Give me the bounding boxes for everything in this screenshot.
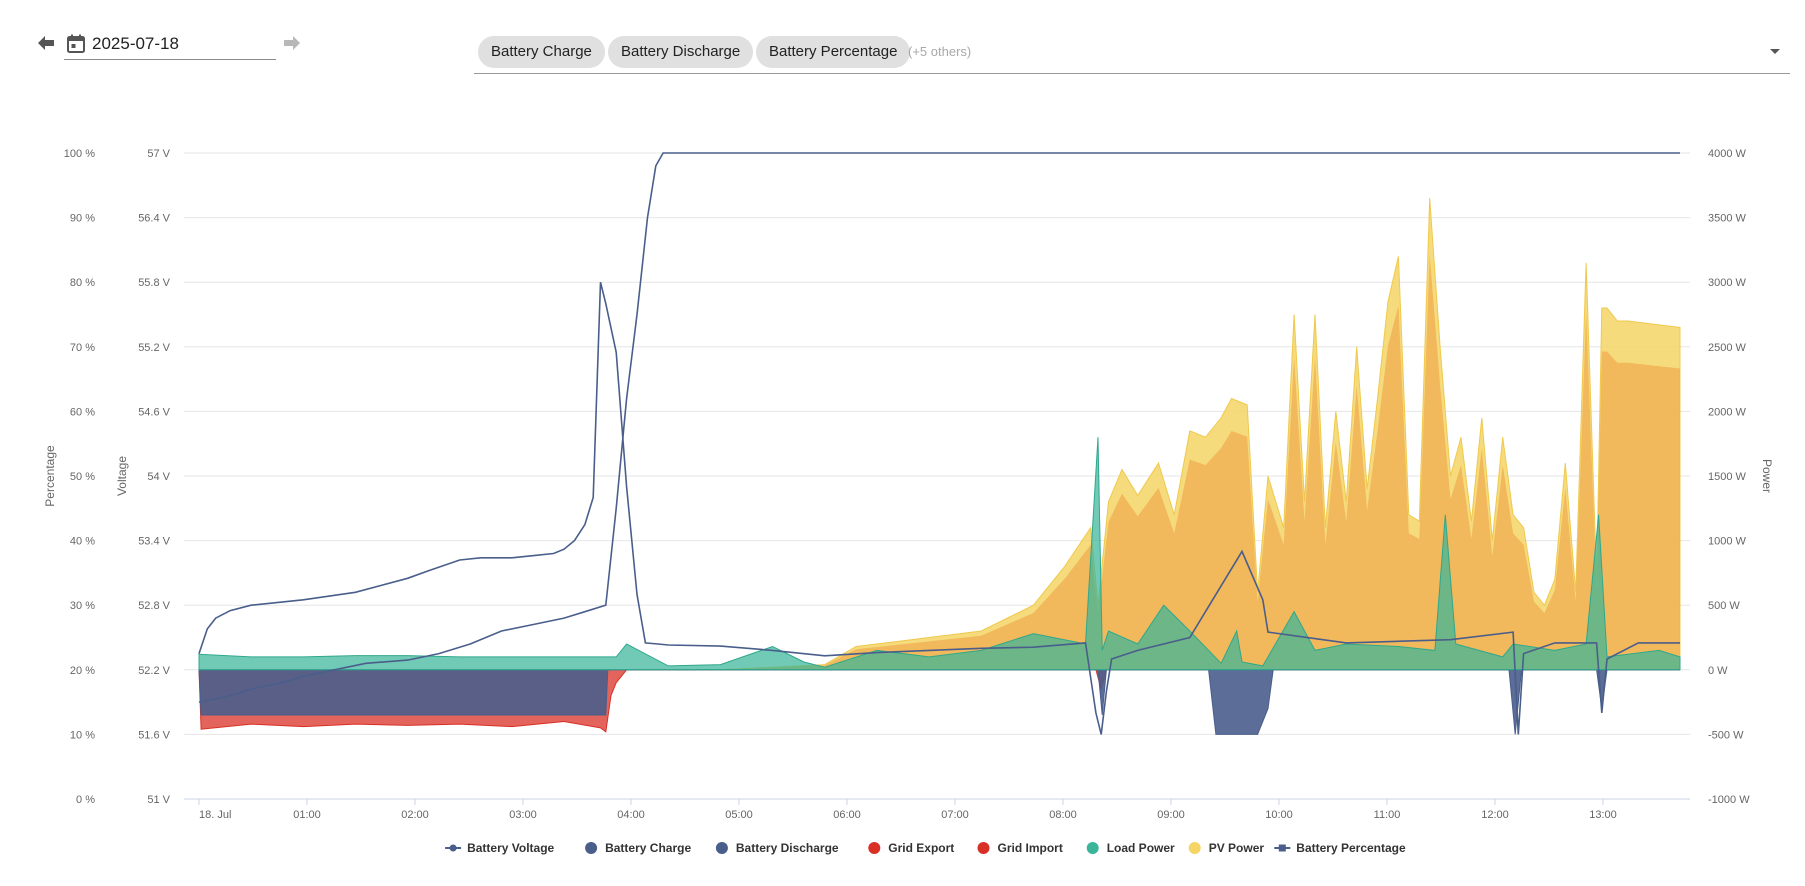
x-tick-label: 04:00 xyxy=(617,809,645,821)
voltage-tick-label: 52.2 V xyxy=(138,665,170,677)
arrow-left-icon[interactable] xyxy=(36,33,56,53)
percentage-tick-label: 40 % xyxy=(70,536,95,548)
voltage-tick-label: 54 V xyxy=(147,471,170,483)
power-tick-label: 3000 W xyxy=(1708,277,1747,289)
series-battery-voltage xyxy=(198,282,1680,735)
legend-label: Battery Discharge xyxy=(736,841,839,855)
voltage-tick-label: 51 V xyxy=(147,794,170,806)
series-load-power xyxy=(198,437,1681,671)
legend-item[interactable]: Grid Import xyxy=(977,841,1063,855)
voltage-tick-label: 51.6 V xyxy=(138,729,170,741)
voltage-tick-label: 53.4 V xyxy=(138,536,170,548)
legend-item[interactable]: Grid Export xyxy=(868,841,954,855)
x-tick-label: 03:00 xyxy=(509,809,537,821)
percentage-axis-title: Percentage xyxy=(43,445,57,507)
legend-item[interactable]: Battery Percentage xyxy=(1274,841,1406,855)
percentage-tick-label: 80 % xyxy=(70,277,95,289)
power-axis-title: Power xyxy=(1760,459,1774,493)
power-tick-label: -1000 W xyxy=(1708,794,1750,806)
percentage-tick-label: 60 % xyxy=(70,406,95,418)
power-tick-label: 2000 W xyxy=(1708,406,1747,418)
series-battery-percentage xyxy=(198,152,1680,703)
legend-circle-icon xyxy=(977,842,990,854)
legend-circle-icon xyxy=(585,842,598,854)
chip-battery-charge[interactable]: Battery Charge xyxy=(478,36,605,68)
legend-label: Grid Export xyxy=(888,841,954,855)
voltage-tick-label: 52.8 V xyxy=(138,600,170,612)
legend-circle-icon xyxy=(715,842,728,854)
power-tick-label: 3500 W xyxy=(1708,213,1747,225)
legend-circle-icon xyxy=(1086,842,1099,854)
power-tick-label: 4000 W xyxy=(1708,148,1747,160)
legend-item[interactable]: Load Power xyxy=(1086,841,1175,855)
power-tick-label: 1500 W xyxy=(1708,471,1747,483)
date-value: 2025-07-18 xyxy=(92,34,179,53)
legend-label: Grid Import xyxy=(998,841,1063,855)
power-tick-label: 500 W xyxy=(1708,600,1740,612)
legend-label: Battery Percentage xyxy=(1296,841,1406,855)
series-select[interactable]: Battery Charge Battery Discharge Battery… xyxy=(474,34,1790,74)
legend-circle-icon xyxy=(1188,842,1201,854)
voltage-tick-label: 54.6 V xyxy=(138,406,170,418)
arrow-right-icon[interactable] xyxy=(282,33,302,53)
x-tick-label: 09:00 xyxy=(1157,809,1185,821)
legend-label: PV Power xyxy=(1209,841,1265,855)
x-tick-label: 06:00 xyxy=(833,809,861,821)
x-tick-label: 13:00 xyxy=(1589,809,1617,821)
percentage-tick-label: 100 % xyxy=(64,148,95,160)
chip-battery-discharge[interactable]: Battery Discharge xyxy=(608,36,754,68)
series-pv-self-consumption xyxy=(199,254,1680,670)
percentage-tick-label: 30 % xyxy=(70,600,95,612)
x-tick-label: 02:00 xyxy=(401,809,429,821)
voltage-axis-title: Voltage xyxy=(115,456,129,496)
percentage-tick-label: 70 % xyxy=(70,342,95,354)
voltage-tick-label: 55.2 V xyxy=(138,342,170,354)
legend-square-icon xyxy=(1278,844,1286,852)
more-series-label: (+5 others) xyxy=(908,44,972,59)
voltage-tick-label: 57 V xyxy=(147,148,170,160)
legend-item[interactable]: Battery Charge xyxy=(585,841,691,855)
percentage-tick-label: 20 % xyxy=(70,665,95,677)
legend-label: Battery Charge xyxy=(605,841,691,855)
legend-circle-icon xyxy=(449,844,457,852)
chevron-down-icon[interactable] xyxy=(1766,42,1784,60)
x-tick-label: 08:00 xyxy=(1049,809,1077,821)
legend-circle-icon xyxy=(868,842,881,854)
power-tick-label: 2500 W xyxy=(1708,342,1747,354)
legend-item[interactable]: Battery Discharge xyxy=(715,841,839,855)
x-tick-label: 12:00 xyxy=(1481,809,1509,821)
percentage-tick-label: 0 % xyxy=(76,794,95,806)
power-tick-label: -500 W xyxy=(1708,729,1744,741)
percentage-tick-label: 10 % xyxy=(70,729,95,741)
chip-battery-percentage[interactable]: Battery Percentage xyxy=(756,36,911,68)
legend-item[interactable]: PV Power xyxy=(1188,841,1265,855)
x-tick-label: 07:00 xyxy=(941,809,969,821)
date-field[interactable]: 2025-07-18 xyxy=(64,28,276,60)
toolbar: 2025-07-18 Battery Charge Battery Discha… xyxy=(0,0,1805,80)
x-tick-label: 05:00 xyxy=(725,809,753,821)
x-tick-label: 10:00 xyxy=(1265,809,1293,821)
percentage-tick-label: 50 % xyxy=(70,471,95,483)
voltage-tick-label: 55.8 V xyxy=(138,277,170,289)
x-tick-label: 18. Jul xyxy=(199,809,231,821)
calendar-icon[interactable] xyxy=(66,34,86,54)
power-tick-label: 0 W xyxy=(1708,665,1728,677)
x-tick-label: 11:00 xyxy=(1374,809,1401,821)
x-tick-label: 01:00 xyxy=(293,809,321,821)
legend-item[interactable]: Battery Voltage xyxy=(445,841,555,855)
legend-label: Load Power xyxy=(1107,841,1175,855)
power-tick-label: 1000 W xyxy=(1708,536,1747,548)
legend-label: Battery Voltage xyxy=(467,841,554,855)
percentage-tick-label: 90 % xyxy=(70,213,95,225)
voltage-tick-label: 56.4 V xyxy=(138,213,170,225)
